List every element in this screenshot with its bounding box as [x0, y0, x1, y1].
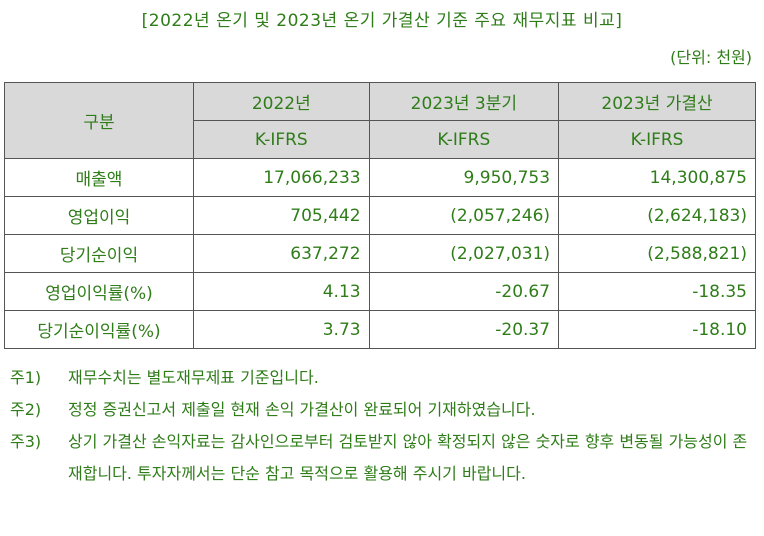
table-cell: 17,066,233	[193, 158, 370, 197]
row-label: 매출액	[4, 158, 194, 197]
table-row: 당기순이익 637,272 (2,027,031) (2,588,821)	[4, 234, 756, 273]
footnotes: 주1) 재무수치는 별도재무제표 기준입니다. 주2) 정정 증권신고서 제출일…	[10, 362, 750, 490]
footnote-text: 정정 증권신고서 제출일 현재 손익 가결산이 완료되어 기재하였습니다.	[68, 400, 536, 419]
row-label: 영업이익	[4, 196, 194, 235]
table-row: 영업이익률(%) 4.13 -20.67 -18.35	[4, 272, 756, 311]
table-cell: (2,624,183)	[558, 196, 756, 235]
table-subheader-row: K-IFRS K-IFRS K-IFRS	[5, 120, 756, 159]
table-header-row: 구분 2022년 2023년 3분기 2023년 가결산	[4, 82, 756, 159]
table-cell: (2,027,031)	[368, 234, 560, 273]
table-cell: -20.37	[368, 310, 560, 349]
column-header-standard: K-IFRS	[558, 120, 756, 159]
footnote-text: 상기 가결산 손익자료는 감사인으로부터 검토받지 않아 확정되지 않은 숫자로…	[68, 432, 748, 483]
footnote-key: 주1)	[10, 368, 42, 387]
table-cell: 705,442	[193, 196, 370, 235]
table-cell: (2,588,821)	[558, 234, 756, 273]
table-row: 당기순이익률(%) 3.73 -20.37 -18.10	[4, 310, 756, 349]
footnote-text: 재무수치는 별도재무제표 기준입니다.	[68, 368, 319, 387]
footnote: 주1) 재무수치는 별도재무제표 기준입니다.	[10, 362, 750, 394]
table-cell: -18.10	[558, 310, 756, 349]
row-header-cell: 구분	[4, 82, 194, 159]
column-header-period: 2023년 가결산	[558, 82, 756, 121]
column-header-standard: K-IFRS	[193, 120, 370, 159]
footnote: 주3) 상기 가결산 손익자료는 감사인으로부터 검토받지 않아 확정되지 않은…	[10, 426, 750, 490]
row-label: 당기순이익	[4, 234, 194, 273]
table-cell: 637,272	[193, 234, 370, 273]
table-cell: -18.35	[558, 272, 756, 311]
table-cell: -20.67	[368, 272, 560, 311]
table-cell: 9,950,753	[368, 158, 560, 197]
unit-label: (단위: 천원)	[670, 48, 752, 67]
table-cell: 14,300,875	[558, 158, 756, 197]
footnote: 주2) 정정 증권신고서 제출일 현재 손익 가결산이 완료되어 기재하였습니다…	[10, 394, 750, 426]
row-label: 당기순이익률(%)	[4, 310, 194, 349]
column-header-period: 2023년 3분기	[368, 82, 560, 121]
footnote-key: 주3)	[10, 432, 42, 451]
table-cell: (2,057,246)	[368, 196, 560, 235]
column-header-standard: K-IFRS	[368, 120, 560, 159]
row-label: 영업이익률(%)	[4, 272, 194, 311]
footnote-key: 주2)	[10, 400, 42, 419]
table-row: 매출액 17,066,233 9,950,753 14,300,875	[4, 158, 756, 197]
column-header-period: 2022년	[193, 82, 370, 121]
document-title: [2022년 온기 및 2023년 온기 가결산 기준 주요 재무지표 비교]	[141, 11, 623, 31]
table-cell: 3.73	[193, 310, 370, 349]
table-cell: 4.13	[193, 272, 370, 311]
financial-table: 구분 2022년 2023년 3분기 2023년 가결산 K-IFRS K-IF…	[4, 82, 756, 349]
table-row: 영업이익 705,442 (2,057,246) (2,624,183)	[4, 196, 756, 235]
